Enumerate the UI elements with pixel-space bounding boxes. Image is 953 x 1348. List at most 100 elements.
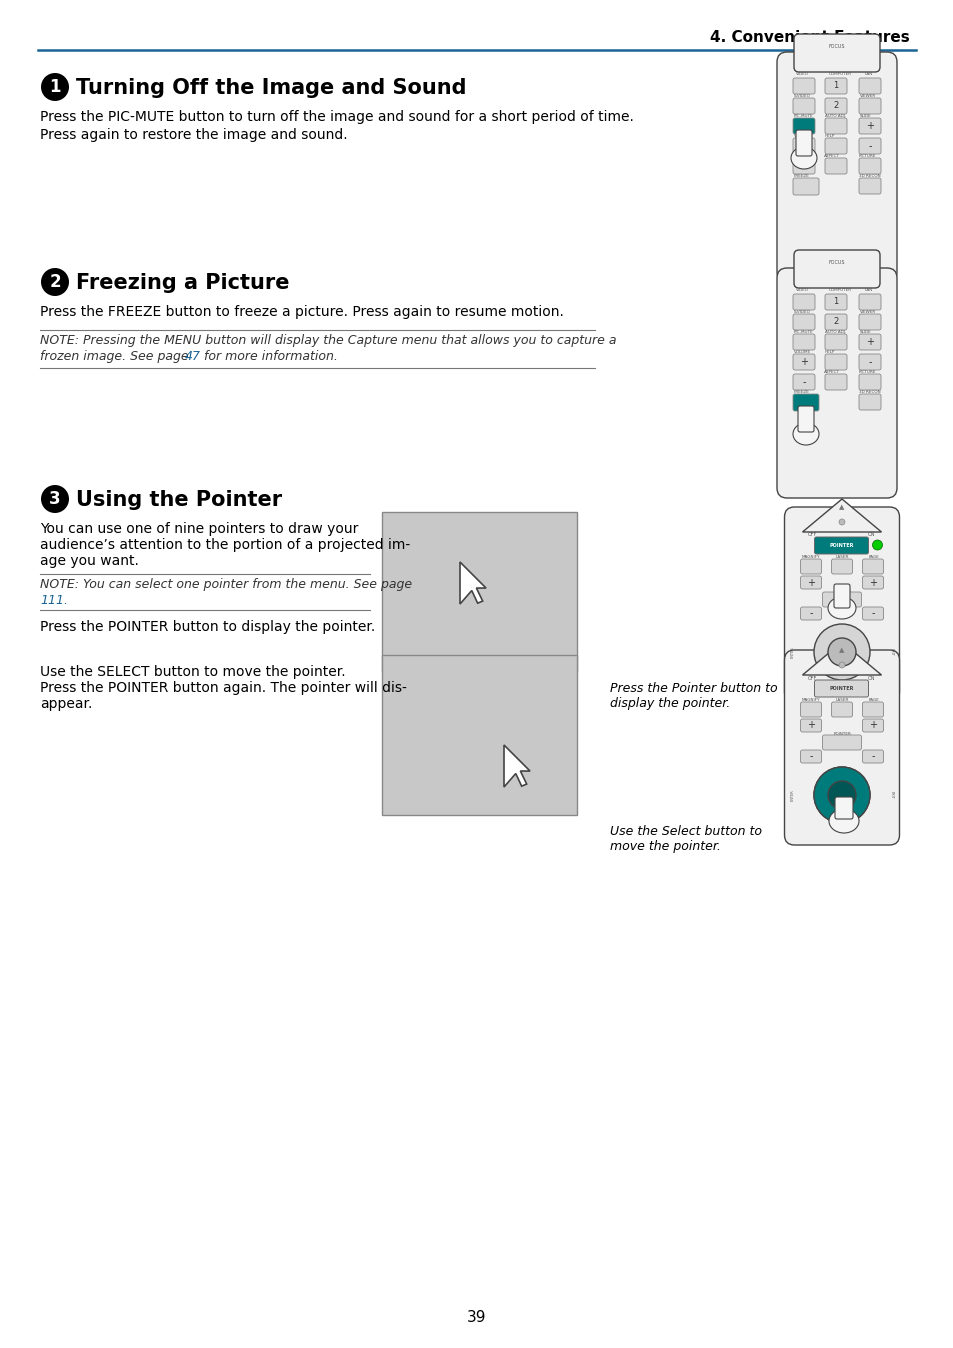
FancyBboxPatch shape (800, 702, 821, 717)
Text: MAGNIFY: MAGNIFY (801, 555, 820, 559)
Text: ON: ON (867, 675, 874, 681)
Text: +: + (800, 357, 807, 367)
Text: +: + (868, 720, 876, 731)
Text: 3D RECON: 3D RECON (858, 390, 880, 394)
FancyBboxPatch shape (862, 576, 882, 589)
FancyBboxPatch shape (793, 249, 879, 288)
Text: PAGE: PAGE (867, 698, 879, 702)
Ellipse shape (790, 147, 816, 168)
Text: -: - (801, 160, 805, 171)
Text: PIC-MUTE: PIC-MUTE (793, 115, 813, 119)
Circle shape (813, 767, 869, 824)
Text: FOCUS: FOCUS (828, 260, 844, 264)
Text: ASPECT: ASPECT (823, 369, 840, 373)
FancyBboxPatch shape (792, 314, 814, 330)
FancyBboxPatch shape (824, 119, 846, 133)
Bar (381, 655, 577, 816)
Text: 1: 1 (50, 78, 61, 96)
Text: audience’s attention to the portion of a projected im-: audience’s attention to the portion of a… (40, 538, 410, 551)
Circle shape (813, 624, 869, 679)
FancyBboxPatch shape (824, 373, 846, 390)
Text: HELP: HELP (824, 133, 835, 137)
Text: 39: 39 (467, 1310, 486, 1325)
Text: Using the Pointer: Using the Pointer (76, 491, 282, 510)
FancyBboxPatch shape (858, 137, 880, 154)
FancyBboxPatch shape (858, 355, 880, 369)
FancyBboxPatch shape (858, 314, 880, 330)
Ellipse shape (828, 809, 858, 833)
Text: Press the FREEZE button to freeze a picture. Press again to resume motion.: Press the FREEZE button to freeze a pict… (40, 305, 563, 319)
Text: -: - (808, 751, 812, 762)
Text: POINTER: POINTER (833, 589, 851, 593)
Text: OFF: OFF (807, 532, 817, 538)
FancyBboxPatch shape (792, 394, 818, 411)
Text: FREEZE: FREEZE (793, 174, 809, 178)
Text: display the pointer.: display the pointer. (609, 697, 729, 710)
FancyBboxPatch shape (821, 735, 861, 749)
FancyBboxPatch shape (800, 576, 821, 589)
Text: Press the POINTER button to display the pointer.: Press the POINTER button to display the … (40, 620, 375, 634)
Text: age you want.: age you want. (40, 554, 139, 568)
Text: +: + (865, 337, 873, 346)
Text: FOCUS: FOCUS (828, 43, 844, 49)
FancyBboxPatch shape (824, 137, 846, 154)
Text: OFF: OFF (807, 675, 817, 681)
Text: Press again to restore the image and sound.: Press again to restore the image and sou… (40, 128, 347, 142)
Polygon shape (459, 562, 485, 604)
Text: EXIT: EXIT (888, 791, 893, 799)
Circle shape (41, 485, 69, 514)
Text: LAN: LAN (864, 71, 872, 75)
FancyBboxPatch shape (858, 294, 880, 310)
FancyBboxPatch shape (824, 158, 846, 174)
Text: 4. Convenient Features: 4. Convenient Features (709, 31, 909, 46)
FancyBboxPatch shape (824, 334, 846, 350)
Text: EXIT: EXIT (888, 648, 893, 656)
Text: ENTER: ENTER (790, 646, 794, 658)
Text: 47: 47 (185, 350, 201, 363)
Text: COMPUTER: COMPUTER (828, 71, 851, 75)
FancyBboxPatch shape (793, 34, 879, 71)
FancyBboxPatch shape (862, 607, 882, 620)
Text: HELP: HELP (824, 350, 835, 355)
Text: Use the SELECT button to move the pointer.: Use the SELECT button to move the pointe… (40, 665, 345, 679)
Text: for more information.: for more information. (200, 350, 337, 363)
FancyBboxPatch shape (821, 592, 861, 607)
FancyBboxPatch shape (783, 650, 899, 845)
FancyBboxPatch shape (800, 749, 821, 763)
Text: PAGE: PAGE (867, 555, 879, 559)
Circle shape (838, 519, 844, 524)
Polygon shape (801, 499, 881, 532)
FancyBboxPatch shape (858, 78, 880, 94)
Text: You can use one of nine pointers to draw your: You can use one of nine pointers to draw… (40, 522, 358, 537)
Text: frozen image. See page: frozen image. See page (40, 350, 193, 363)
Circle shape (872, 541, 882, 550)
Text: ASPECT: ASPECT (823, 154, 840, 158)
FancyBboxPatch shape (833, 584, 849, 608)
Text: 111.: 111. (40, 594, 68, 607)
FancyBboxPatch shape (831, 559, 852, 574)
FancyBboxPatch shape (862, 749, 882, 763)
Text: PICTURE: PICTURE (858, 154, 876, 158)
Ellipse shape (792, 423, 818, 445)
Text: +: + (868, 577, 876, 588)
Circle shape (41, 73, 69, 101)
FancyBboxPatch shape (858, 334, 880, 350)
Circle shape (827, 638, 855, 666)
Text: LASER: LASER (835, 698, 848, 702)
Text: 2: 2 (833, 101, 838, 111)
Text: -: - (867, 357, 871, 367)
Text: -: - (867, 142, 871, 151)
Ellipse shape (827, 597, 855, 619)
FancyBboxPatch shape (824, 78, 846, 94)
FancyBboxPatch shape (824, 314, 846, 330)
FancyBboxPatch shape (776, 53, 896, 282)
Polygon shape (801, 642, 881, 675)
Text: +: + (865, 121, 873, 131)
Text: +: + (806, 577, 814, 588)
Text: VOLUME: VOLUME (793, 133, 810, 137)
FancyBboxPatch shape (792, 178, 818, 195)
Text: ▲: ▲ (839, 504, 843, 510)
FancyBboxPatch shape (824, 98, 846, 115)
Text: SLIDE: SLIDE (859, 330, 871, 334)
Text: SLIDE: SLIDE (859, 115, 871, 119)
